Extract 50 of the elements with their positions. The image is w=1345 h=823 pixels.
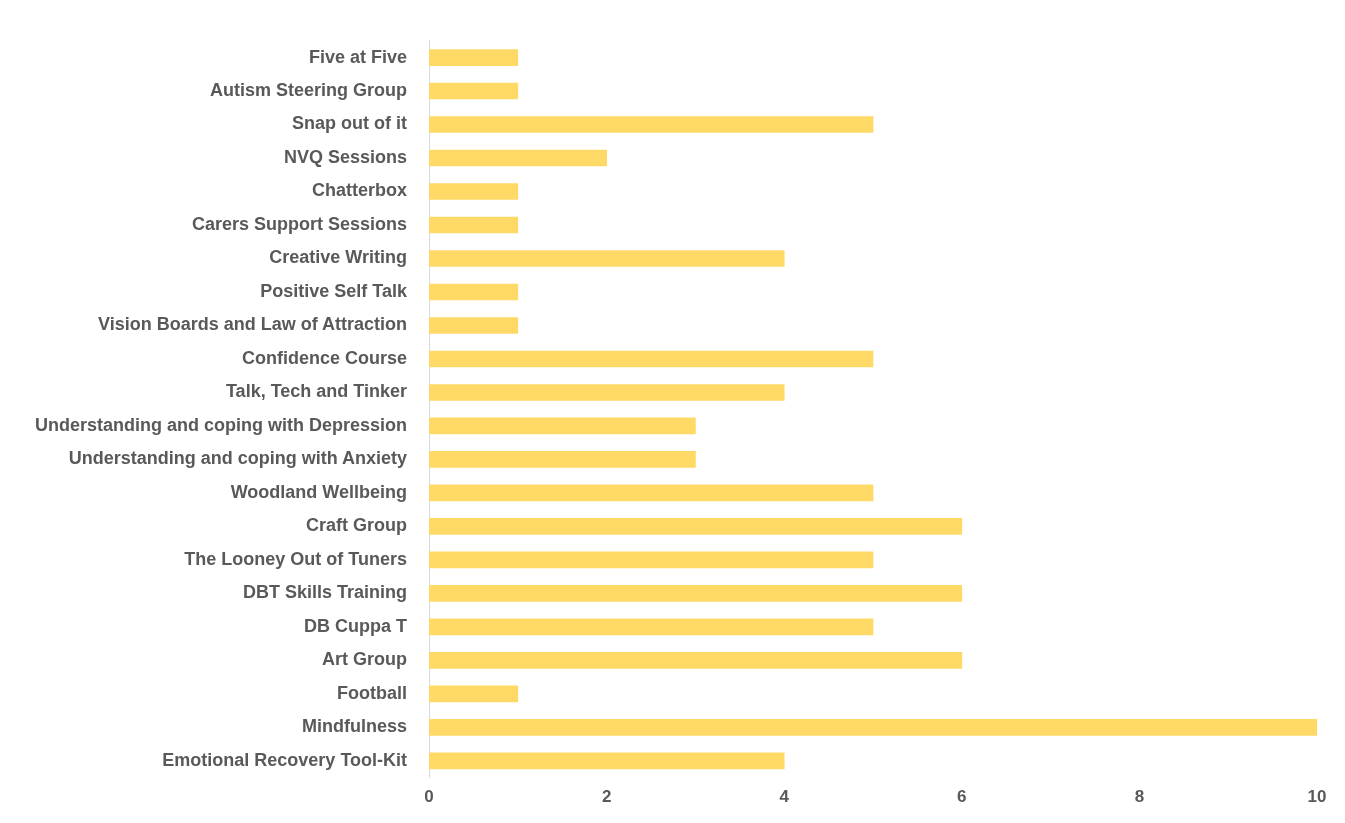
x-tick-label: 4 — [779, 787, 790, 807]
bar — [429, 216, 519, 234]
x-tick-label: 8 — [1134, 787, 1145, 807]
y-tick-label: Creative Writing — [269, 247, 408, 268]
y-tick-label: DBT Skills Training — [242, 582, 408, 603]
y-tick-label: Understanding and coping with Depression — [34, 414, 408, 435]
x-tick-label: 2 — [601, 787, 612, 807]
y-tick-label: Positive Self Talk — [260, 280, 408, 301]
bar — [429, 384, 785, 401]
y-tick-label: Snap out of it — [292, 113, 408, 134]
bar — [429, 719, 1317, 736]
bar — [429, 685, 519, 703]
bar — [429, 518, 963, 535]
x-tick-label: 10 — [1307, 787, 1327, 807]
y-tick-label: Understanding and coping with Anxiety — [68, 448, 408, 469]
y-tick-label: Emotional Recovery Tool-Kit — [162, 749, 408, 770]
bar — [429, 752, 785, 770]
bar — [429, 116, 874, 133]
bar — [429, 451, 696, 468]
bar — [429, 350, 874, 368]
y-tick-label: The Looney Out of Tuners — [184, 548, 408, 569]
bar — [429, 585, 963, 602]
y-tick-label: Carers Support Sessions — [191, 213, 408, 234]
bar — [429, 618, 874, 636]
y-tick-label: Autism Steering Group — [210, 80, 408, 101]
y-tick-label: Chatterbox — [312, 180, 408, 201]
bar — [429, 551, 874, 569]
y-tick-label: Confidence Course — [241, 347, 408, 368]
bar — [429, 317, 519, 334]
y-tick-label: NVQ Sessions — [283, 146, 408, 167]
y-tick-label: DB Cuppa T — [304, 615, 408, 636]
y-tick-label: Five at Five — [308, 46, 408, 67]
y-tick-label: Talk, Tech and Tinker — [225, 381, 408, 402]
y-tick-label: Mindfulness — [302, 716, 408, 737]
y-tick-label: Woodland Wellbeing — [230, 481, 408, 502]
bar — [429, 283, 519, 301]
y-tick-label: Craft Group — [306, 515, 408, 536]
bar — [429, 250, 785, 267]
x-tick-label: 6 — [957, 787, 967, 807]
bar — [429, 149, 607, 167]
y-tick-label: Vision Boards and Law of Attraction — [97, 314, 408, 335]
bar — [429, 49, 519, 66]
y-tick-label: Football — [337, 682, 408, 703]
bar — [429, 484, 874, 502]
x-tick-label: 0 — [424, 787, 434, 807]
bar — [429, 417, 696, 435]
bar — [429, 183, 519, 200]
bar — [429, 82, 519, 100]
y-tick-label: Art Group — [322, 649, 408, 670]
bar — [429, 652, 963, 669]
